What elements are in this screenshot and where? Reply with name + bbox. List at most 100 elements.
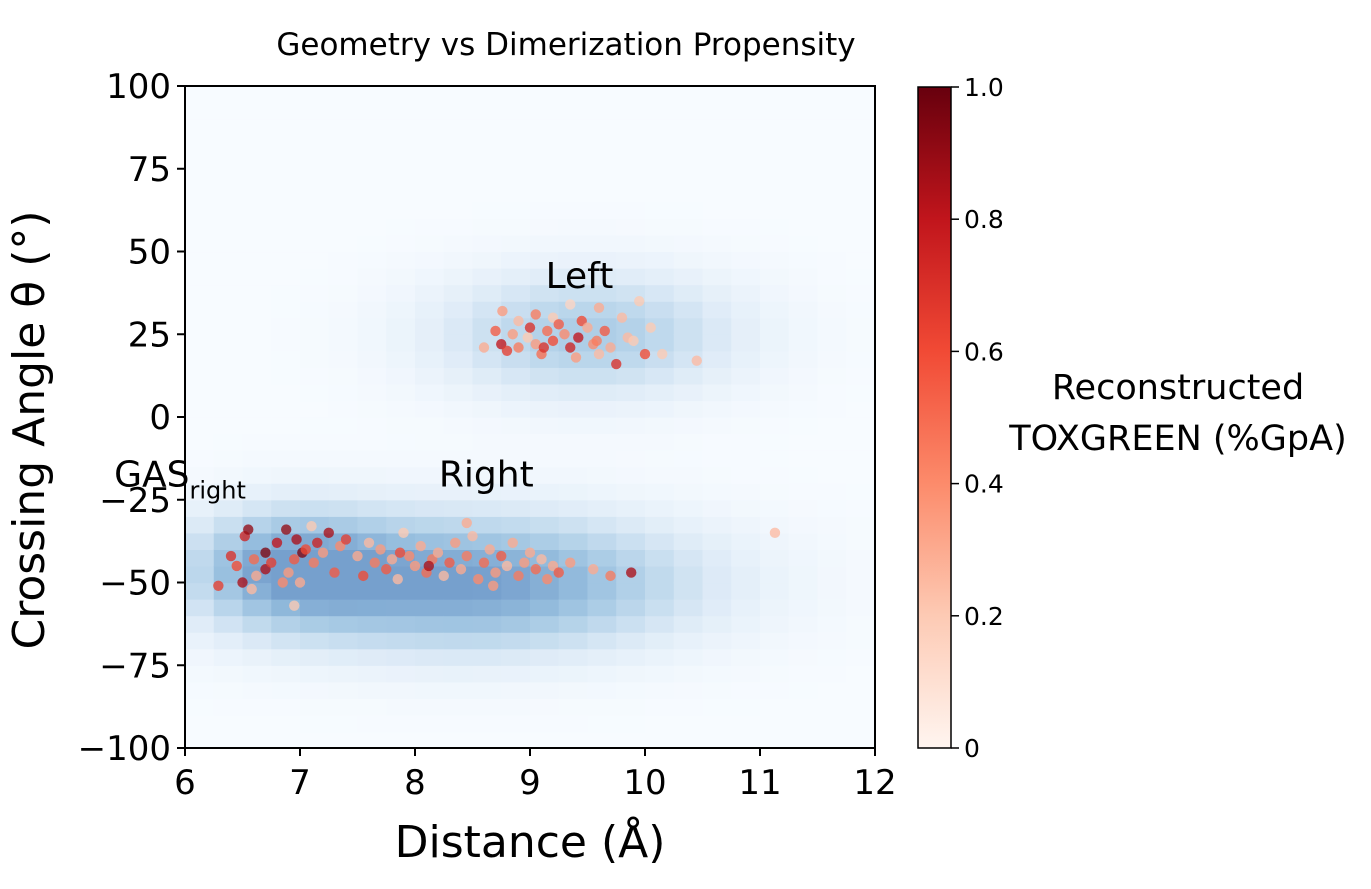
- heatmap-cell: [760, 284, 790, 302]
- heatmap-cell: [817, 135, 847, 153]
- heatmap-cell: [472, 648, 502, 666]
- heatmap-cell: [415, 483, 445, 501]
- heatmap-cell: [846, 565, 875, 584]
- heatmap-cell: [702, 665, 732, 683]
- heatmap-cell: [501, 632, 531, 650]
- heatmap-cell: [587, 119, 617, 137]
- heatmap-cell: [645, 466, 675, 484]
- heatmap-cell: [616, 185, 646, 203]
- heatmap-cell: [645, 714, 675, 733]
- heatmap-cell: [328, 350, 359, 368]
- heatmap-cell: [616, 665, 646, 683]
- heatmap-cell: [673, 301, 704, 319]
- heatmap-cell: [530, 714, 560, 733]
- heatmap-cell: [185, 731, 215, 748]
- heatmap-cell: [472, 466, 502, 484]
- heatmap-cell: [558, 433, 589, 451]
- heatmap-cell: [587, 433, 617, 451]
- heatmap-cell: [415, 201, 445, 219]
- heatmap-cell: [587, 632, 617, 650]
- heatmap-cell: [185, 317, 215, 335]
- heatmap-cell: [415, 714, 445, 733]
- heatmap-cell: [702, 218, 732, 236]
- heatmap-cell: [558, 251, 589, 269]
- heatmap-cell: [242, 317, 272, 335]
- heatmap-cell: [731, 251, 761, 269]
- heatmap-cell: [242, 698, 272, 716]
- heatmap-cell: [702, 632, 732, 650]
- heatmap-cell: [386, 450, 416, 468]
- heatmap-cell: [645, 284, 675, 302]
- data-point: [409, 560, 421, 572]
- heatmap-cell: [443, 367, 474, 385]
- heatmap-cell: [472, 350, 502, 368]
- heatmap-cell: [472, 185, 502, 203]
- heatmap-cell: [530, 433, 560, 451]
- heatmap-cell: [760, 582, 790, 600]
- heatmap-cell: [702, 152, 732, 170]
- heatmap-cell: [846, 86, 875, 104]
- heatmap-cell: [213, 499, 244, 517]
- heatmap-cell: [357, 383, 387, 402]
- heatmap-cell: [472, 367, 502, 385]
- heatmap-cell: [328, 119, 359, 137]
- heatmap-cell: [673, 499, 704, 517]
- heatmap-cell: [357, 516, 387, 534]
- heatmap-cell: [846, 284, 875, 302]
- heatmap-cell: [587, 648, 617, 666]
- data-point: [611, 358, 622, 370]
- heatmap-cell: [501, 698, 531, 716]
- heatmap-cell: [300, 350, 330, 368]
- heatmap-cell: [415, 334, 445, 352]
- data-point: [473, 573, 484, 585]
- heatmap-cell: [472, 400, 502, 418]
- heatmap-cell: [357, 450, 387, 468]
- data-point: [398, 527, 409, 539]
- heatmap-cell: [386, 201, 416, 219]
- heatmap-cell: [386, 251, 416, 269]
- heatmap-cell: [846, 152, 875, 170]
- heatmap-cell: [415, 681, 445, 699]
- y-tick-label: 100: [106, 67, 171, 107]
- heatmap-cell: [328, 383, 359, 402]
- heatmap-cell: [788, 648, 819, 666]
- data-point: [593, 348, 605, 360]
- heatmap-cell: [530, 383, 560, 402]
- heatmap-cell: [185, 334, 215, 352]
- data-point: [484, 544, 495, 555]
- heatmap-cell: [242, 102, 272, 120]
- heatmap-cell: [472, 516, 502, 534]
- heatmap-cell: [443, 450, 474, 468]
- heatmap-cell: [443, 102, 474, 120]
- heatmap-cell: [328, 698, 359, 716]
- heatmap-cell: [817, 284, 847, 302]
- heatmap-cell: [501, 102, 531, 120]
- heatmap-cell: [357, 714, 387, 733]
- data-point: [248, 554, 260, 565]
- data-point: [507, 329, 518, 340]
- heatmap-cell: [242, 714, 272, 733]
- heatmap-cell: [443, 499, 474, 517]
- heatmap-cell: [386, 615, 416, 633]
- heatmap-cell: [760, 301, 790, 319]
- data-point: [599, 325, 610, 337]
- heatmap-cell: [702, 317, 732, 335]
- heatmap-cell: [472, 615, 502, 633]
- data-point: [243, 524, 254, 535]
- heatmap-cell: [185, 565, 215, 584]
- heatmap-cell: [645, 433, 675, 451]
- heatmap-cell: [817, 714, 847, 733]
- heatmap-cell: [386, 632, 416, 650]
- heatmap-cell: [558, 681, 589, 699]
- data-point: [213, 580, 224, 592]
- colorbar-label-line-2: TOXGREEN (%GpA): [1008, 419, 1347, 459]
- heatmap-cell: [415, 450, 445, 468]
- heatmap-cell: [271, 367, 301, 385]
- heatmap-cell: [645, 731, 675, 748]
- heatmap-cell: [530, 532, 560, 550]
- heatmap-cell: [185, 417, 215, 435]
- colorbar-ticks: 1.0 0.8 0.6 0.4 0.2 0: [951, 73, 1004, 763]
- y-axis: 100 75 50 25 0 −25 −50 −75 −100: [78, 67, 185, 769]
- plot-area: Left Right GASright 6 7 8 9 10 11 12 100 75 50 25 0 −…: [78, 67, 897, 803]
